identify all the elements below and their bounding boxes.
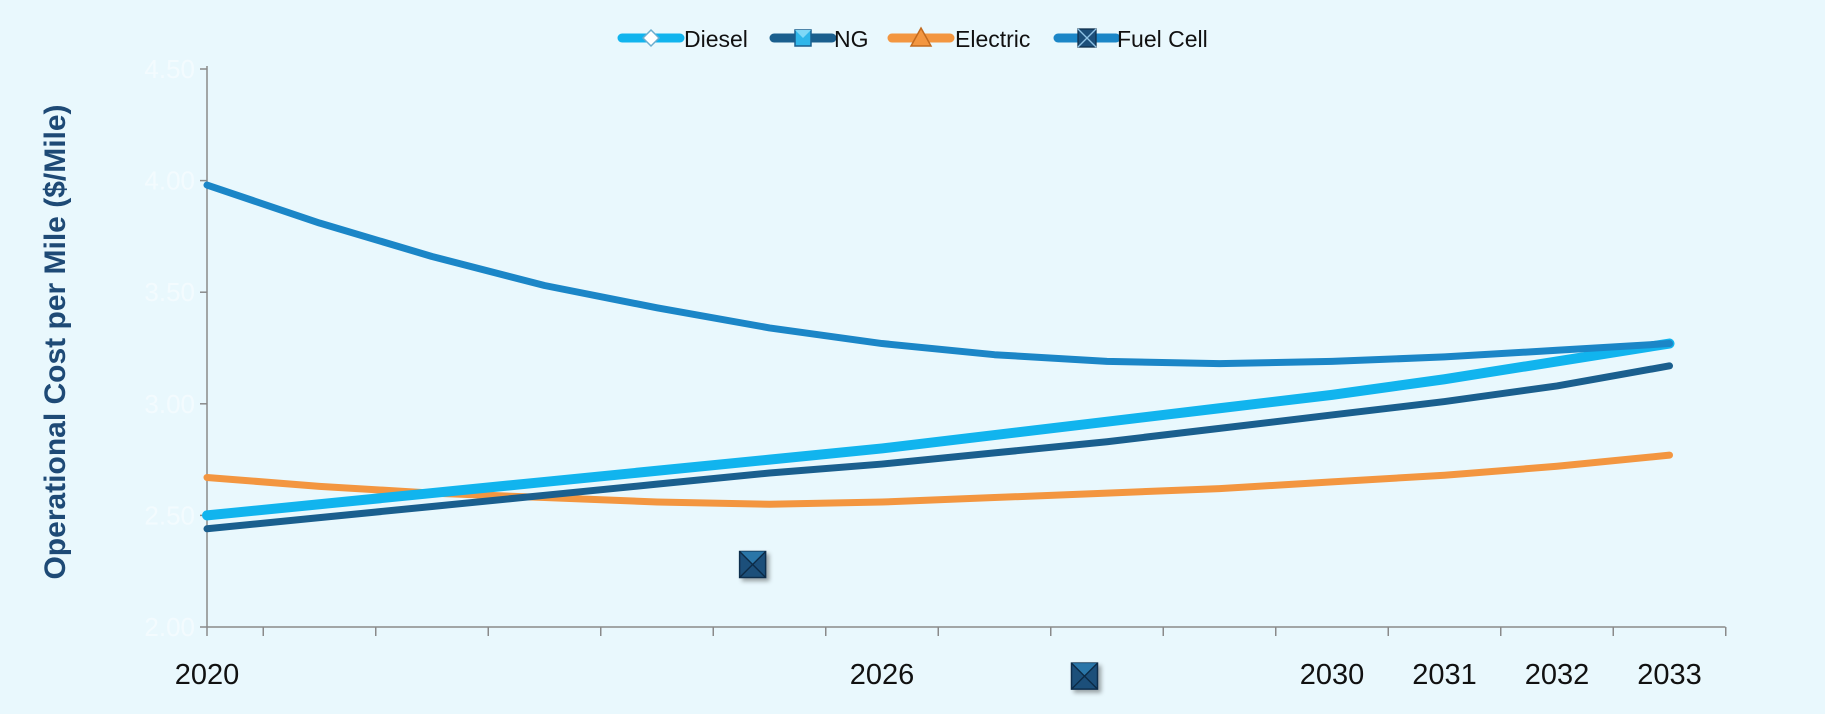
x-tick-label: 2020 (175, 659, 240, 691)
legend-item-electric: Electric (887, 26, 1030, 52)
stray-marker-top (739, 551, 766, 565)
y-tick-label: 2.50 (144, 500, 195, 530)
stray-marker-top (1071, 663, 1098, 677)
x-tick-label: 2030 (1300, 659, 1365, 691)
x-tick-label: 2032 (1525, 659, 1590, 691)
x-tick-labels: 2020 2026 2030 2031 2032 2033 (175, 659, 1702, 691)
y-tick-label: 3.00 (144, 389, 195, 419)
legend-label: Diesel (684, 26, 748, 52)
stray-marker-diag2 (739, 551, 767, 578)
stray-marker (1070, 662, 1099, 690)
diamond-marker-icon (641, 28, 661, 48)
series-lines (202, 181, 1675, 533)
stray-marker-diag2 (1071, 662, 1098, 690)
y-tick-label: 4.00 (144, 166, 195, 196)
legend-label: Electric (955, 26, 1030, 52)
square-marker-highlight (795, 30, 811, 38)
axes (200, 66, 1727, 636)
y-tick-label: 4.50 (144, 54, 195, 84)
stray-marker (738, 550, 767, 579)
x-tick-label: 2033 (1637, 659, 1702, 691)
legend-item-ng: NG (769, 26, 869, 52)
series-line-ng (203, 362, 1673, 533)
legend-item-diesel: Diesel (617, 26, 748, 52)
x-square-diag2 (1077, 28, 1097, 48)
x-tick-label: 2031 (1412, 659, 1477, 691)
y-axis-label: Operational Cost per Mile ($/Mile) (39, 104, 72, 579)
y-tick-label: 2.00 (144, 612, 195, 642)
x-tick-label: 2026 (850, 659, 915, 691)
legend-label: NG (834, 26, 869, 52)
legend-label: Fuel Cell (1117, 26, 1208, 52)
y-tick-labels: 2.00 2.50 3.00 3.50 4.00 4.50 (144, 54, 195, 642)
legend: Diesel NG Electric Fuel Cell (617, 26, 1208, 52)
triangle-marker-icon (909, 26, 933, 47)
series-line-fuel-cell (203, 181, 1673, 368)
y-tick-label: 3.50 (144, 277, 195, 307)
series-line-diesel (202, 338, 1675, 521)
legend-item-fuel-cell: Fuel Cell (1053, 26, 1208, 52)
x-square-marker-icon (1077, 28, 1097, 48)
stray-markers (738, 550, 1099, 690)
